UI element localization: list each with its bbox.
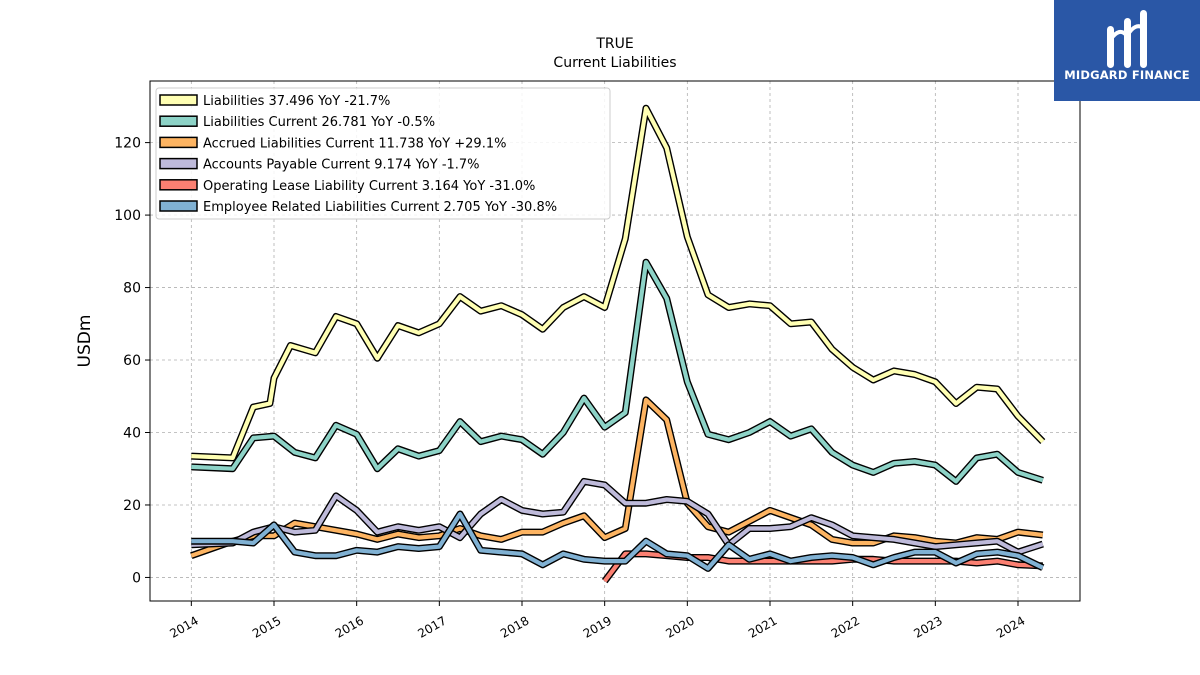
legend-swatch <box>159 136 198 149</box>
y-tick-label: 120 <box>114 136 141 152</box>
y-tick-label: 40 <box>123 425 141 441</box>
x-tick-label: 2023 <box>911 613 944 640</box>
legend-entry: Liabilities 37.496 YoY -21.7% <box>203 94 390 109</box>
x-tick-label: 2017 <box>415 613 448 640</box>
series-line <box>191 260 1044 484</box>
x-tick-label: 2015 <box>250 613 283 640</box>
legend: Liabilities 37.496 YoY -21.7% Liabilities… <box>155 87 611 220</box>
series-line <box>191 511 1044 571</box>
x-tick-label: 2021 <box>746 613 779 640</box>
legend-entry: Employee Related Liabilities Current 2.7… <box>203 200 557 215</box>
x-tick-label: 2022 <box>829 613 862 640</box>
series-line <box>190 397 1044 558</box>
legend-entry: Accounts Payable Current 9.174 YoY -1.7% <box>203 158 480 173</box>
midgard-m-logo-icon <box>1107 10 1147 68</box>
series-accounts-payable-current <box>191 477 1044 556</box>
y-tick-label: 100 <box>114 208 141 224</box>
brand-name: MIDGARD FINANCE <box>1064 68 1190 82</box>
legend-entry: Operating Lease Liability Current 3.164 … <box>203 179 535 194</box>
brand-logo: MIDGARD FINANCE <box>1054 0 1200 101</box>
x-tick-label: 2016 <box>333 613 366 640</box>
y-axis-label: USDm <box>75 315 95 368</box>
legend-swatch <box>159 115 198 127</box>
series-liabilities-current <box>191 258 1044 485</box>
y-axis: 0 20 40 60 80 100 120 <box>114 136 150 586</box>
series-employee-related-liabilities-current <box>191 510 1045 572</box>
series-liabilities <box>191 104 1046 462</box>
series-accrued-liabilities-current <box>190 396 1044 560</box>
legend-entry: Liabilities Current 26.781 YoY -0.5% <box>203 115 435 130</box>
y-tick-label: 60 <box>123 353 141 369</box>
x-tick-label: 2024 <box>994 613 1027 640</box>
legend-swatch <box>159 94 198 106</box>
series-line <box>191 479 1044 555</box>
y-tick-label: 20 <box>123 498 141 514</box>
legend-swatch <box>159 179 198 191</box>
y-tick-label: 0 <box>132 570 141 586</box>
x-axis: 2014 2015 2016 2017 2018 2019 2020 2021 2022 2023… <box>167 601 1028 641</box>
x-tick-label: 2018 <box>498 613 531 640</box>
chart-subtitle: Current Liabilities <box>553 55 676 71</box>
plot-frame <box>149 80 1081 602</box>
legend-entry: Accrued Liabilities Current 11.738 YoY +… <box>203 136 506 151</box>
legend-box <box>155 87 611 220</box>
series-line <box>191 106 1045 460</box>
y-tick-label: 80 <box>123 281 141 297</box>
x-tick-label: 2014 <box>167 613 200 640</box>
series-lines <box>190 104 1046 584</box>
x-tick-label: 2019 <box>581 613 614 640</box>
x-tick-label: 2020 <box>663 613 696 640</box>
legend-swatch <box>159 157 198 170</box>
legend-swatch <box>159 200 198 212</box>
chart-title: TRUE <box>595 36 633 52</box>
